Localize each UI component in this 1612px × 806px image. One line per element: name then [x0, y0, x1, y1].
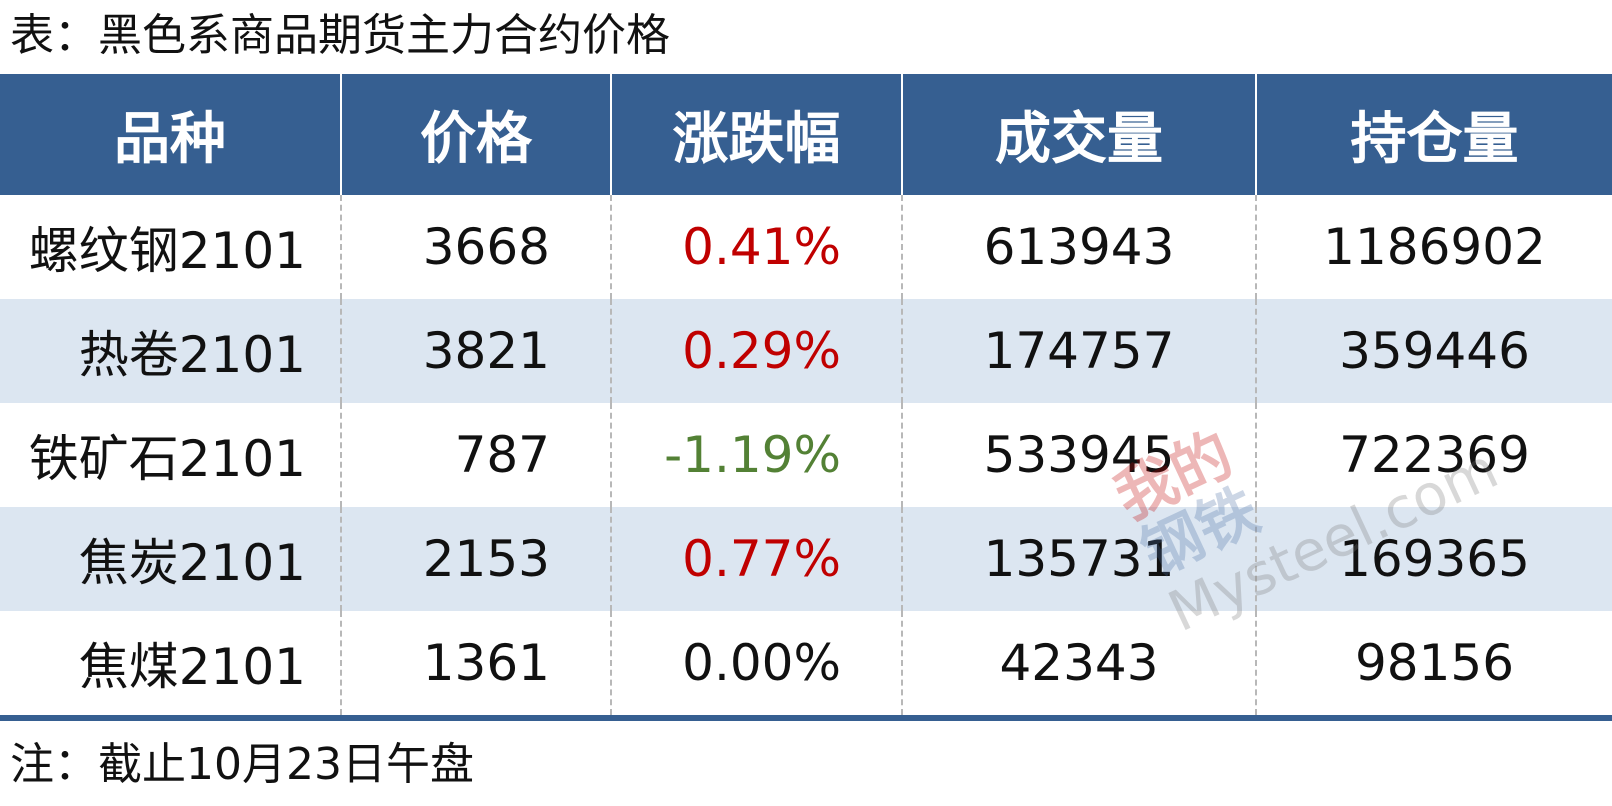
- table-cell: 热卷2101: [0, 299, 341, 403]
- table-row: 热卷2101 3821 0.29% 174757 359446: [0, 299, 1612, 403]
- header-cell: 持仓量: [1255, 74, 1612, 195]
- table-cell: 螺纹钢2101: [28, 222, 306, 280]
- table-cell: 焦煤2101: [78, 638, 306, 696]
- table-cell: 169365: [1255, 507, 1612, 611]
- title: 表：黑色系商品期货主力合约价格: [10, 10, 670, 61]
- table-cell: 42343: [901, 611, 1256, 718]
- table-cell: 0.00%: [610, 611, 902, 718]
- header-cell: 品种: [0, 74, 341, 195]
- table-cell: 98156: [1255, 611, 1612, 718]
- table-cell: 722369: [1255, 403, 1612, 507]
- price-table: 品种 价格 涨跌幅 成交量 持仓量 螺纹钢2101 3668 0.41% 613943 1186…: [0, 74, 1612, 721]
- table-cell: 1361: [340, 611, 611, 718]
- table-cell: 3668: [340, 195, 611, 299]
- table-cell: 1186902: [1255, 195, 1612, 299]
- header-cell: 涨跌幅: [610, 74, 902, 195]
- table-cell: 0.41%: [610, 195, 902, 299]
- header-cell: 价格: [340, 74, 611, 195]
- table-cell: 533945: [901, 403, 1256, 507]
- table-cell: 135731: [901, 507, 1256, 611]
- table-cell: 2153: [340, 507, 611, 611]
- table-row: 焦炭2101 2153 0.77% 135731 169365: [0, 507, 1612, 611]
- table-body: 螺纹钢2101 3668 0.41% 613943 1186902 热卷2101 3821 0…: [0, 195, 1612, 718]
- note: 注：截止10月23日午盘: [10, 739, 474, 790]
- table-cell: 3821: [340, 299, 611, 403]
- table-cell: 174757: [901, 299, 1256, 403]
- table-cell: 787: [340, 403, 611, 507]
- table-cell: 359446: [1255, 299, 1612, 403]
- table-cell: 0.77%: [610, 507, 902, 611]
- table-cell: 0.29%: [610, 299, 902, 403]
- table-cell: -1.19%: [610, 403, 902, 507]
- table-cell: 焦炭2101: [0, 507, 341, 611]
- table-row: 焦煤2101 1361 0.00% 42343 98156: [0, 611, 1612, 718]
- header-row: 品种 价格 涨跌幅 成交量 持仓量: [0, 74, 1612, 195]
- table-row: 铁矿石2101 787 -1.19% 533945 722369: [0, 403, 1612, 507]
- table-cell: 613943: [901, 195, 1256, 299]
- header-cell: 成交量: [901, 74, 1256, 195]
- table-row: 螺纹钢2101 3668 0.41% 613943 1186902: [0, 195, 1612, 299]
- table-cell: 铁矿石2101: [28, 430, 306, 488]
